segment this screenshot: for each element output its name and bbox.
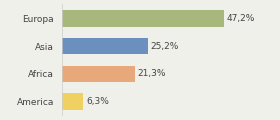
Bar	[62, 66, 135, 82]
Bar	[62, 38, 148, 54]
Bar	[62, 10, 224, 27]
Text: 25,2%: 25,2%	[151, 42, 179, 51]
Text: 47,2%: 47,2%	[226, 14, 255, 23]
Text: 6,3%: 6,3%	[86, 97, 109, 106]
Bar	[62, 93, 83, 110]
Text: 21,3%: 21,3%	[137, 69, 166, 78]
